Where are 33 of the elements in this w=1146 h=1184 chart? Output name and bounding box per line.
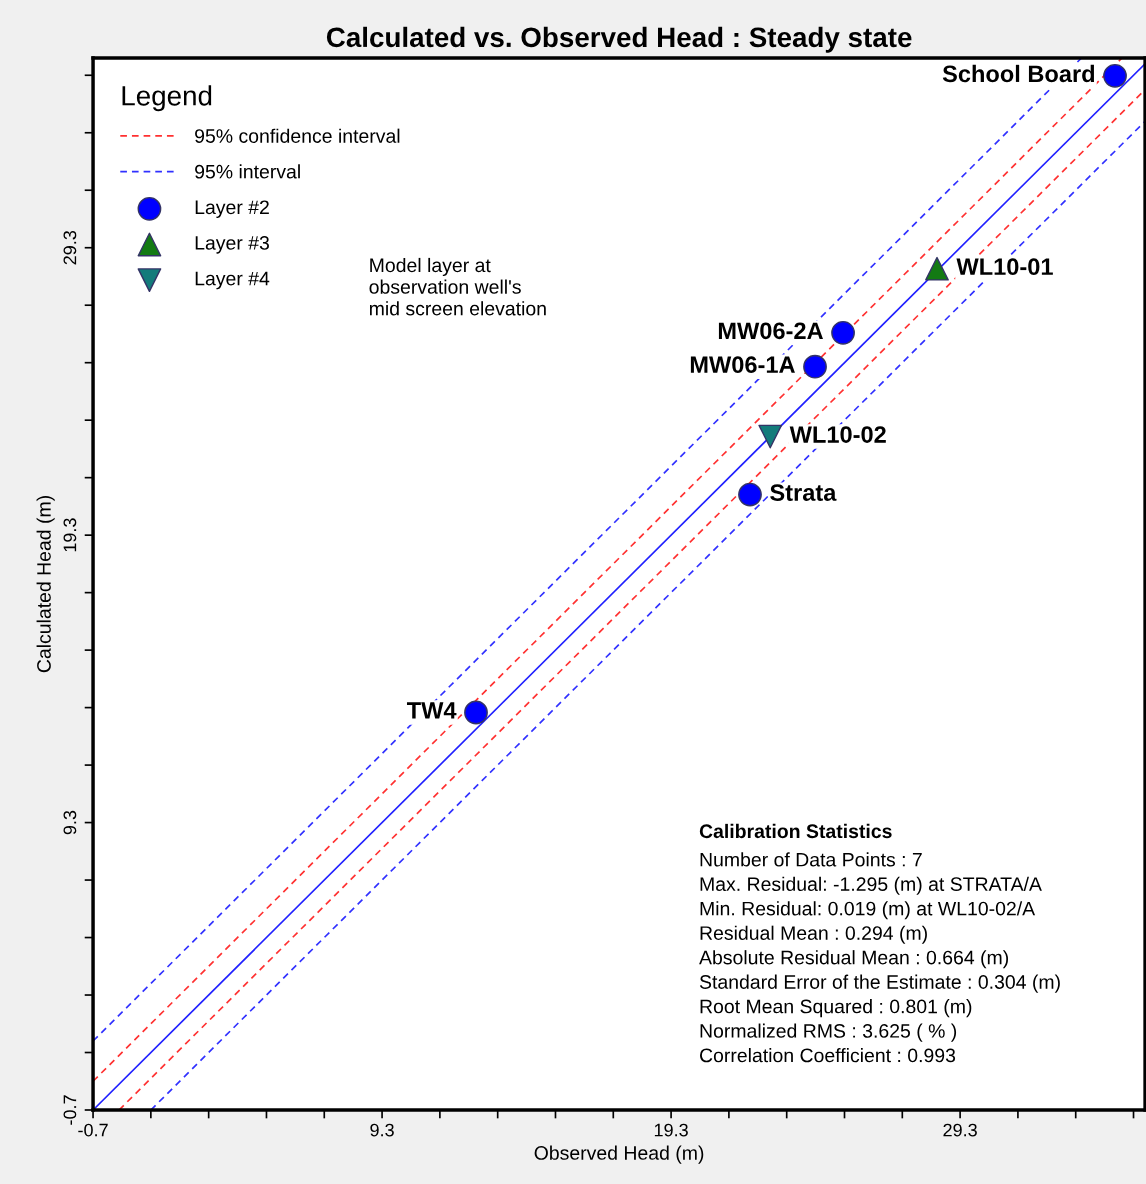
y-tick-label: 29.3: [63, 230, 77, 265]
annotation: MW06-1A: [690, 356, 795, 374]
chart-title: Calculated vs. Observed Head : Steady state: [326, 26, 912, 53]
x-tick-label: -0.7: [78, 1123, 108, 1137]
point: [738, 482, 762, 507]
point: [464, 700, 488, 725]
annotation: School Board: [942, 64, 1095, 83]
annotation: Calibration Statistics: [699, 823, 892, 839]
point: [803, 354, 827, 379]
annotation: Model layer at observation well's mid screen elevation: [369, 257, 546, 316]
text: Number of Data Points : 7 Max. Residual: -1.295 (m) at STRATA/A Min. Residual: 0.019 (m) at WL10-02/A Residual Mean : 0.294 (m) Absolute Residual Mean : 0.664 (m) Standard Error of the Estimate : 0.304 (m) Root Mean Squared : 0.801 (m) Normalized RMS : 3.625 ( % ) Correlation Coefficient : 0.993: [699, 852, 1060, 1063]
legend-label: Layer #4: [195, 271, 270, 290]
annotation: WL10-01: [956, 258, 1053, 276]
point: [758, 424, 783, 449]
annotation: TW4: [406, 702, 457, 719]
x-tick-label: 9.3: [370, 1123, 394, 1137]
legend-label: 95% confidence interval: [195, 128, 400, 143]
y-axis-title: Calculated Head (m): [36, 496, 55, 673]
annotation: Strata: [770, 484, 837, 501]
x-tick-label: 29.3: [943, 1123, 977, 1137]
y-tick-label: 9.3: [63, 810, 77, 835]
annotation: MW06-2A: [718, 322, 823, 340]
legend-label: 95% interval: [195, 164, 300, 179]
legend-title: Legend: [122, 85, 212, 112]
point: [1103, 63, 1127, 88]
annotation: WL10-02: [789, 426, 886, 443]
legend-label: Layer #3: [195, 236, 269, 254]
point: [831, 320, 855, 345]
point: [925, 256, 949, 281]
x-tick-label: 19.3: [654, 1123, 688, 1137]
x-axis-title: Observed Head (m): [534, 1145, 704, 1164]
y-tick-label: 19.3: [63, 518, 77, 552]
legend-label: Layer #2: [195, 200, 269, 219]
